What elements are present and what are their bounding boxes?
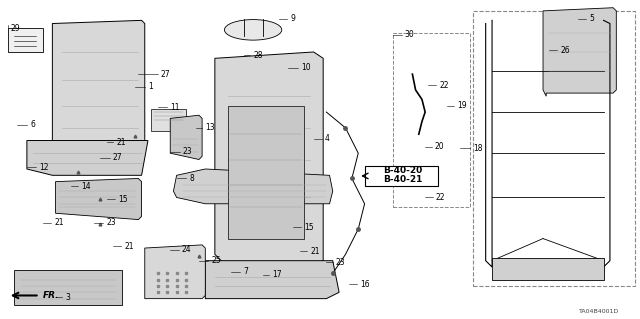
Text: 9: 9	[290, 14, 295, 23]
Polygon shape	[215, 52, 323, 264]
Text: FR.: FR.	[43, 291, 60, 300]
Text: 28: 28	[253, 51, 262, 60]
Text: 1: 1	[148, 82, 153, 91]
Text: 15: 15	[304, 223, 314, 232]
Text: 19: 19	[457, 101, 467, 110]
Polygon shape	[52, 20, 145, 153]
Text: 25: 25	[212, 256, 221, 265]
Text: 24: 24	[182, 245, 191, 254]
Polygon shape	[145, 245, 205, 299]
Text: 12: 12	[40, 163, 49, 172]
Text: 18: 18	[473, 144, 483, 153]
Text: 29: 29	[11, 24, 20, 33]
Text: 7: 7	[244, 267, 248, 276]
Text: 4: 4	[325, 134, 330, 144]
Text: 16: 16	[360, 280, 370, 289]
Text: 14: 14	[81, 182, 91, 191]
Bar	[151, 109, 186, 131]
Text: 15: 15	[118, 195, 127, 204]
Text: 3: 3	[65, 293, 70, 301]
Polygon shape	[27, 141, 148, 175]
Text: 21: 21	[310, 247, 320, 256]
Text: 26: 26	[560, 46, 570, 55]
Text: 5: 5	[589, 14, 594, 23]
Polygon shape	[205, 261, 339, 299]
Bar	[473, 11, 636, 286]
Text: 27: 27	[113, 153, 122, 162]
Polygon shape	[56, 178, 141, 219]
Text: 21: 21	[54, 218, 64, 227]
Text: B-40-21: B-40-21	[383, 175, 422, 184]
Polygon shape	[543, 8, 616, 96]
Text: 22: 22	[439, 81, 449, 90]
Text: 20: 20	[435, 142, 444, 151]
Text: 11: 11	[170, 103, 180, 112]
Text: TA04B4001D: TA04B4001D	[579, 309, 620, 315]
Bar	[8, 28, 43, 52]
Text: 13: 13	[205, 123, 215, 132]
Text: 23: 23	[336, 258, 346, 267]
Text: 30: 30	[404, 30, 415, 39]
Bar	[228, 106, 304, 239]
Text: 27: 27	[161, 70, 170, 78]
Bar	[394, 33, 470, 207]
Text: B-40-20: B-40-20	[383, 166, 422, 175]
Text: 8: 8	[189, 174, 194, 183]
Text: 23: 23	[106, 218, 116, 227]
Text: 17: 17	[272, 271, 282, 279]
Text: 6: 6	[30, 120, 35, 129]
Text: 10: 10	[301, 63, 310, 72]
Polygon shape	[173, 169, 333, 204]
Polygon shape	[170, 115, 202, 160]
Bar	[492, 257, 604, 280]
Ellipse shape	[225, 19, 282, 40]
Bar	[365, 166, 438, 186]
Text: 22: 22	[436, 193, 445, 202]
Polygon shape	[14, 270, 122, 305]
Text: 23: 23	[183, 147, 193, 156]
Text: 21: 21	[116, 137, 125, 147]
Text: 21: 21	[124, 242, 134, 251]
